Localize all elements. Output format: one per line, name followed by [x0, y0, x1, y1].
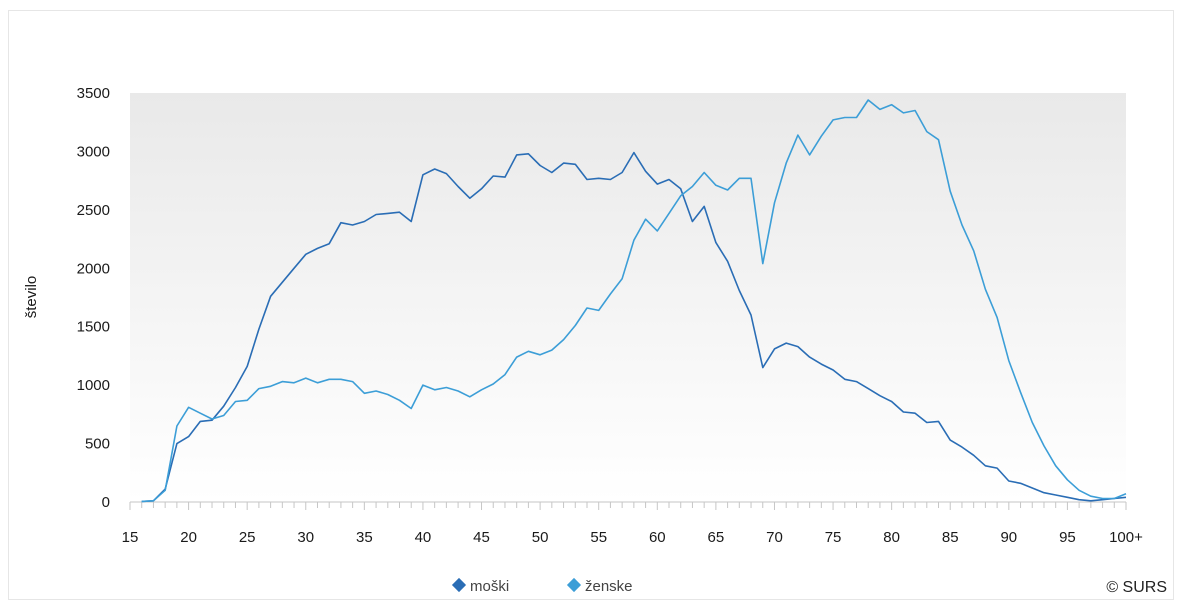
series-line-zenske: [141, 99, 1127, 503]
y-tick-label: 3500: [77, 85, 110, 102]
x-tick-label: 30: [297, 529, 314, 546]
y-axis-title: število: [23, 276, 40, 319]
y-tick-label: 1000: [77, 377, 110, 394]
x-tick-label: 25: [239, 529, 256, 546]
series-lines: [141, 99, 1127, 503]
x-tick-label: 20: [180, 529, 197, 546]
x-tick-label: 15: [122, 529, 139, 546]
x-tick-label: 55: [590, 529, 607, 546]
legend-marker-zenske-icon: [566, 577, 582, 593]
y-tick-label: 3000: [77, 143, 110, 160]
x-tick-label: 100+: [1109, 529, 1143, 546]
x-tick-label: 80: [883, 529, 900, 546]
legend-item-moski[interactable]: moški: [451, 577, 509, 595]
x-tick-label: 65: [708, 529, 725, 546]
y-tick-label: 2000: [77, 260, 110, 277]
legend-label-zenske: ženske: [585, 578, 633, 595]
x-tick-label: 50: [532, 529, 549, 546]
source-credit: © SURS: [1106, 579, 1167, 596]
x-tick-label: 90: [1000, 529, 1017, 546]
chart-frame: [8, 10, 1174, 600]
x-tick-label: 95: [1059, 529, 1076, 546]
x-tick-label: 40: [415, 529, 432, 546]
x-tick-label: 45: [473, 529, 490, 546]
y-tick-label: 1500: [77, 319, 110, 336]
x-tick-label: 60: [649, 529, 666, 546]
y-tick-label: 0: [102, 494, 110, 511]
y-axis-ticks: 0 500 1000 1500 2000 2500 3000 3500: [77, 85, 110, 511]
legend-marker-moski-icon: [451, 577, 467, 593]
series-line-moski: [141, 151, 1127, 503]
x-tick-label: 70: [766, 529, 783, 546]
y-tick-label: 500: [85, 436, 110, 453]
y-tick-label: 2500: [77, 202, 110, 219]
plot-area: [130, 93, 1126, 502]
x-tick-label: 85: [942, 529, 959, 546]
legend-item-zenske[interactable]: ženske: [566, 577, 633, 595]
x-tick-label: 35: [356, 529, 373, 546]
x-axis: 15 20 25 30 35 40 45 50 55 60 65 70 75 80 85 90 95 100+: [122, 501, 1143, 546]
legend-label-moski: moški: [470, 578, 509, 595]
legend: moški ženske: [451, 577, 633, 595]
x-tick-label: 75: [825, 529, 842, 546]
